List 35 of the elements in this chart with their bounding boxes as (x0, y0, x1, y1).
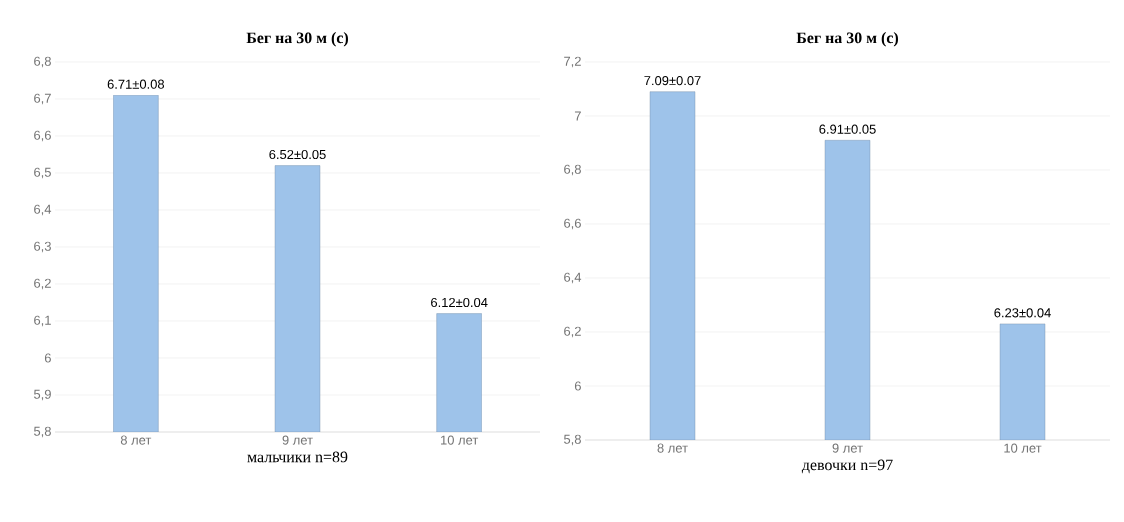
chart-title: Бег на 30 м (с) (246, 32, 348, 47)
x-tick-label: 9 лет (832, 443, 863, 453)
y-tick-label: 6 (574, 381, 581, 391)
data-label: 7.09±0.07 (644, 76, 701, 86)
x-tick-label: 8 лет (120, 435, 152, 445)
y-tick-label: 5,8 (33, 426, 51, 438)
x-axis-title: девочки n=97 (801, 459, 893, 474)
data-label: 6.91±0.05 (819, 124, 876, 134)
data-label: 6.52±0.05 (269, 149, 326, 160)
y-tick-label: 7 (574, 111, 581, 121)
y-tick-label: 6,1 (34, 315, 51, 327)
y-tick-label: 6,6 (34, 130, 51, 142)
chart-title: Бег на 30 м (с) (796, 32, 899, 47)
y-tick-label: 6,4 (564, 272, 582, 284)
y-tick-label: 5,8 (564, 434, 581, 446)
x-axis-title: мальчики n=89 (247, 451, 348, 463)
x-tick-label: 8 лет (657, 443, 688, 453)
data-label: 6.71±0.08 (107, 79, 165, 89)
y-tick-label: 6,6 (564, 218, 581, 230)
y-tick-label: 6,4 (34, 204, 52, 216)
y-tick-label: 6,5 (34, 167, 51, 179)
x-tick-label: 10 лет (1004, 443, 1042, 453)
y-tick-label: 6,8 (34, 56, 51, 68)
y-tick-label: 6 (44, 353, 51, 363)
data-label: 6.12±0.04 (431, 297, 488, 308)
y-tick-label: 5,9 (33, 389, 51, 401)
y-tick-label: 6,7 (34, 93, 51, 105)
y-tick-label: 7,2 (564, 56, 581, 68)
y-tick-label: 6,8 (564, 164, 581, 176)
y-tick-label: 6,2 (564, 326, 581, 338)
data-label: 6.23±0.04 (994, 308, 1051, 318)
y-tick-label: 6,2 (34, 278, 51, 290)
x-tick-label: 10 лет (441, 435, 479, 445)
x-tick-label: 9 лет (282, 435, 313, 445)
y-tick-label: 6,3 (34, 241, 51, 253)
